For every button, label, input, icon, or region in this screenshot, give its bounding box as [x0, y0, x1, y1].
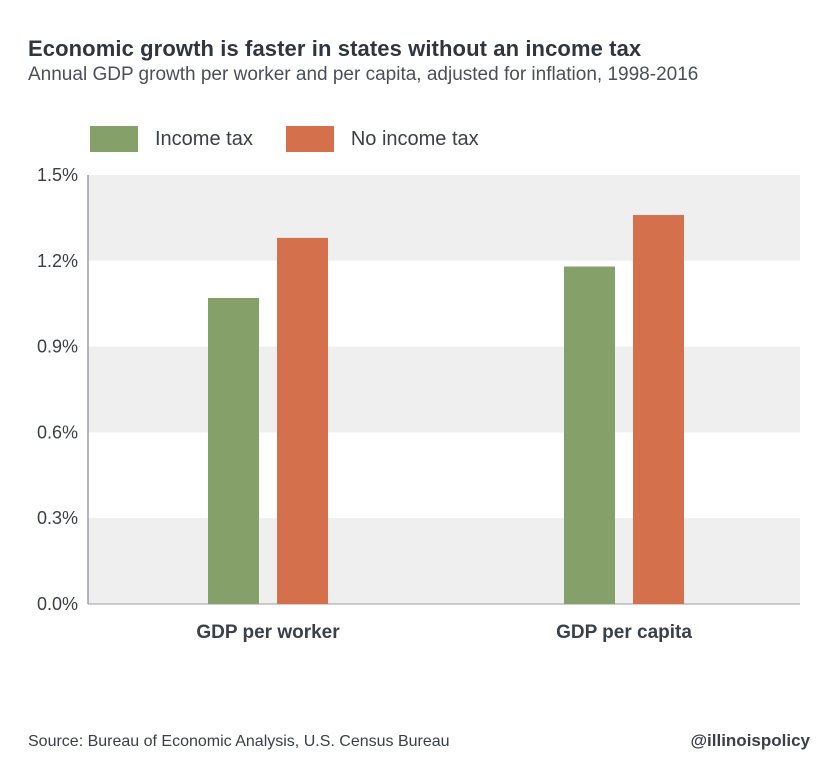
legend-label-income-tax: Income tax [155, 127, 253, 150]
y-tick-label: 0.3% [37, 508, 78, 528]
grid-band [88, 175, 800, 261]
y-tick-label: 0.9% [37, 337, 78, 357]
x-category-label: GDP per worker [196, 622, 340, 643]
bar-income-tax-per-capita [564, 266, 615, 604]
chart-subtitle: Annual GDP growth per worker and per cap… [28, 64, 699, 85]
legend-item-income-tax: Income tax [90, 126, 253, 152]
legend-item-no-income-tax: No income tax [285, 126, 479, 152]
source-note: Source: Bureau of Economic Analysis, U.S… [28, 733, 450, 750]
grid-band [88, 346, 800, 433]
bar-income-tax-per-worker [208, 297, 259, 604]
bar-no-income-tax-per-worker [277, 237, 328, 605]
legend: Income tax No income tax [90, 126, 512, 152]
grid-band [88, 518, 800, 604]
x-category-label: GDP per capita [556, 622, 692, 643]
legend-swatch-no-income-tax [285, 126, 334, 152]
chart-title: Economic growth is faster in states with… [28, 36, 642, 61]
bar-no-income-tax-per-capita [633, 215, 684, 605]
y-tick-label: 1.5% [37, 165, 78, 185]
legend-swatch-income-tax [90, 126, 138, 152]
y-tick-label: 0.6% [37, 422, 78, 442]
legend-label-no-income-tax: No income tax [350, 127, 479, 150]
y-tick-label: 0.0% [37, 594, 78, 614]
social-handle: @illinoispolicy [690, 731, 810, 750]
y-tick-label: 1.2% [37, 251, 78, 271]
